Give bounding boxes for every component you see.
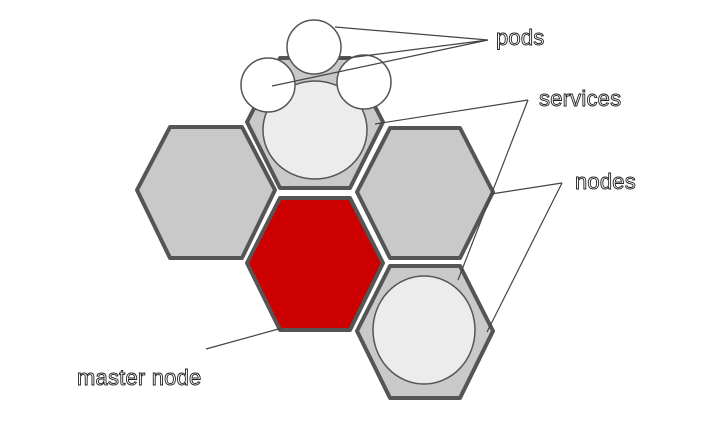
service-top <box>262 80 368 180</box>
services-leader-line <box>457 99 529 281</box>
master-node-label: master node <box>77 365 202 390</box>
pod-top <box>286 19 342 75</box>
nodes-leader-line <box>486 182 563 333</box>
node-left <box>135 125 277 260</box>
nodes-label: nodes <box>575 169 636 194</box>
pods-label: pods <box>496 25 545 50</box>
pods-leader-line <box>271 39 489 87</box>
master-node-leader-line <box>205 327 283 350</box>
pod-right <box>336 54 392 110</box>
master-node <box>245 196 385 332</box>
nodes-leader-line <box>490 182 563 195</box>
services-leader-line <box>374 99 529 125</box>
pods-leader-line <box>339 39 489 60</box>
service-bottom <box>372 275 476 385</box>
services-label: services <box>539 86 621 111</box>
pod-left <box>240 57 296 113</box>
pods-leader-line <box>334 26 489 41</box>
node-right <box>355 126 495 260</box>
